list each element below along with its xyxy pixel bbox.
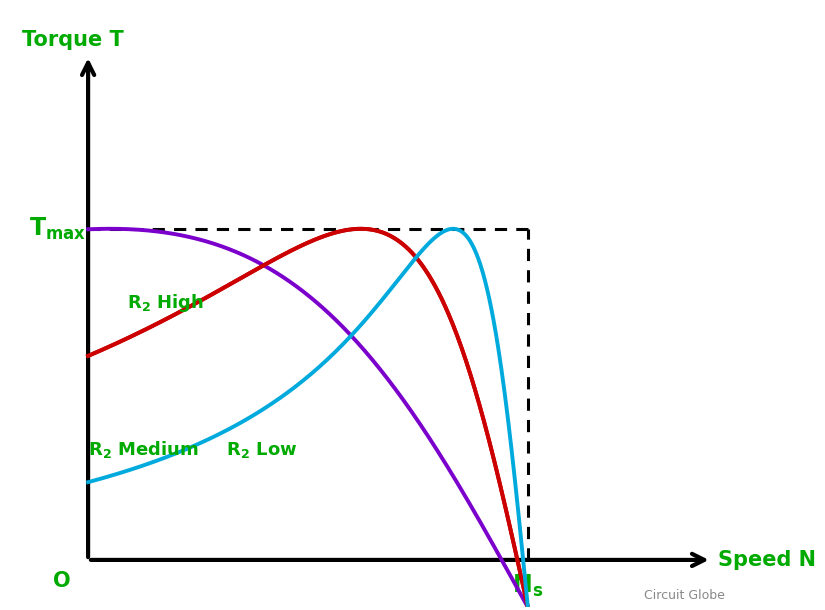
- Text: Torque T: Torque T: [22, 30, 125, 50]
- Text: $\mathbf{R_2}$ Medium: $\mathbf{R_2}$ Medium: [88, 439, 199, 460]
- Text: $\mathbf{R_2}$ High: $\mathbf{R_2}$ High: [128, 292, 205, 314]
- Text: Circuit Globe: Circuit Globe: [644, 589, 725, 602]
- Text: Speed N: Speed N: [719, 550, 816, 570]
- Text: $\mathbf{R_2}$ Low: $\mathbf{R_2}$ Low: [226, 440, 297, 460]
- Text: O: O: [53, 571, 71, 591]
- Text: $\mathbf{T_{max}}$: $\mathbf{T_{max}}$: [29, 216, 86, 242]
- Text: $\mathbf{N_s}$: $\mathbf{N_s}$: [512, 573, 544, 599]
